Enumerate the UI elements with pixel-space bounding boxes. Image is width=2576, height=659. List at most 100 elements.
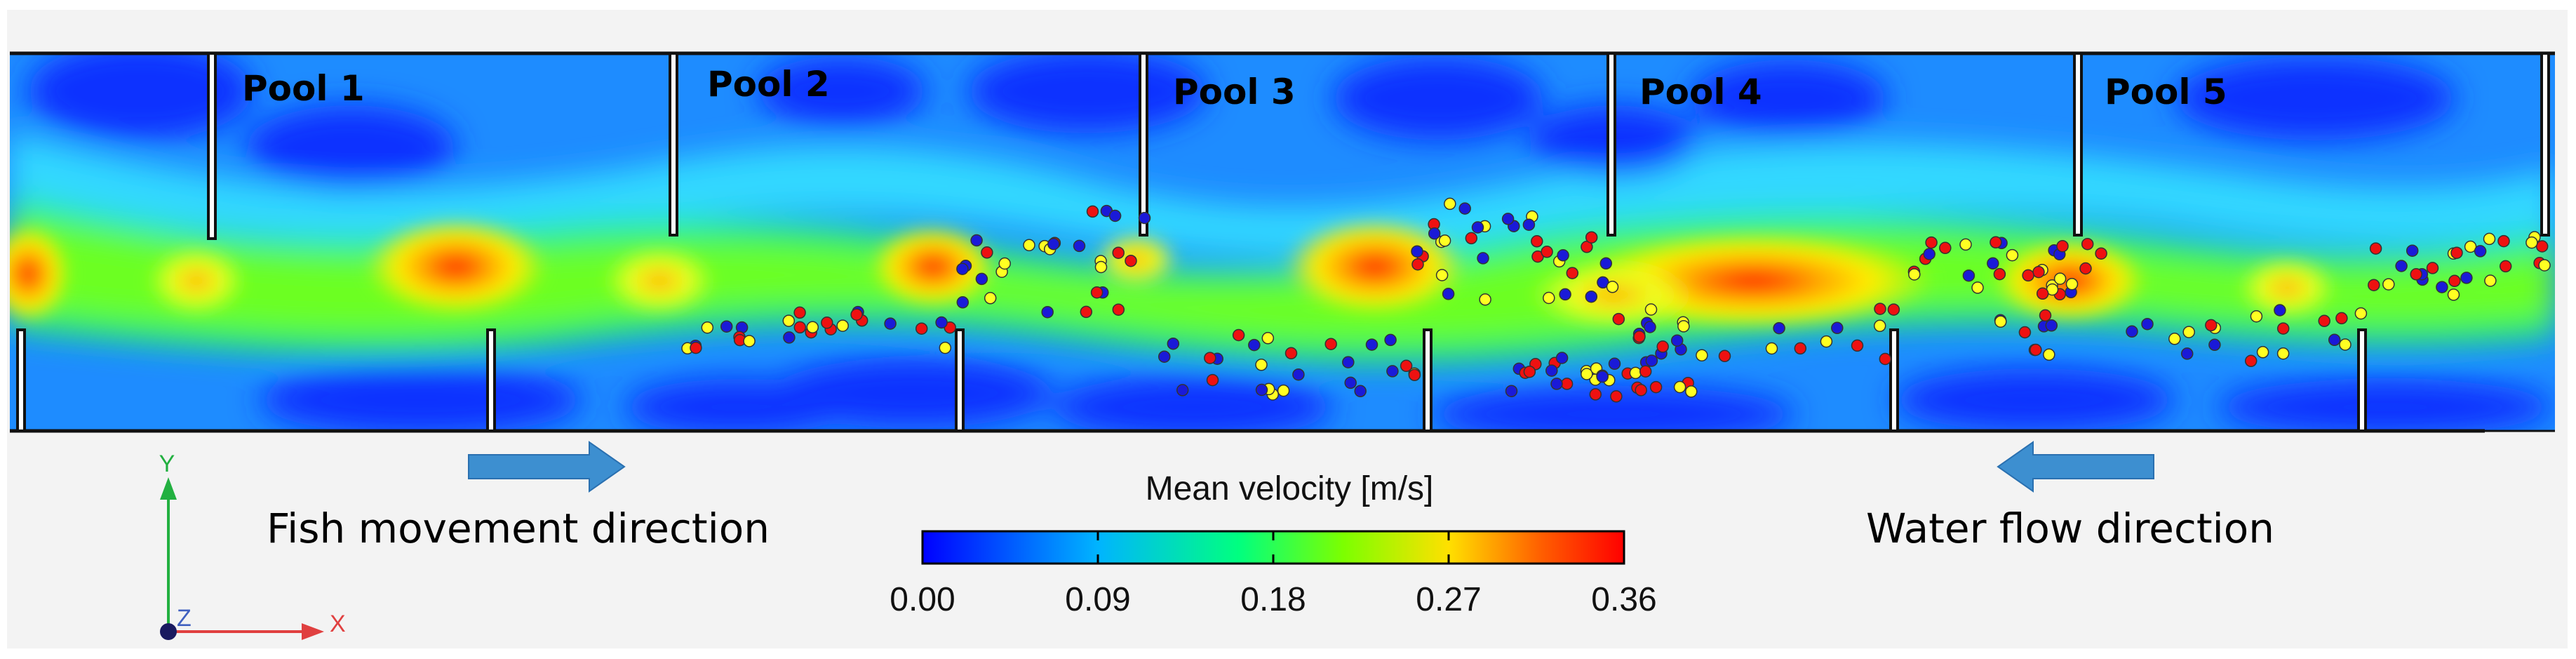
fish-marker [2045, 319, 2058, 332]
fish-marker [1344, 376, 1357, 390]
pool-5-label: Pool 5 [2105, 72, 2227, 112]
fish-marker [2339, 338, 2352, 351]
fish-marker [1292, 368, 1305, 381]
bottom-baffle [1423, 328, 1433, 432]
pool-2-label: Pool 2 [707, 64, 830, 105]
fish-marker [1435, 269, 1449, 281]
fish-marker [782, 314, 796, 327]
fish-marker [1261, 332, 1275, 345]
fish-marker [1794, 342, 1807, 355]
fish-marker [1939, 241, 1952, 255]
colorbar-tick-label: 0.18 [1240, 581, 1306, 618]
fish-marker [2525, 236, 2538, 249]
fish-marker [2168, 333, 2181, 345]
fish-marker [1550, 378, 1563, 390]
fish-marker [2328, 333, 2341, 347]
fish-marker [1629, 366, 1642, 380]
velocity-field [10, 53, 2555, 432]
fish-marker [1635, 384, 1647, 397]
top-baffle [1139, 52, 1148, 237]
fish-marker [2368, 279, 2380, 291]
fish-marker [1879, 352, 1892, 366]
fish-marker [1444, 197, 1456, 211]
fish-marker [1887, 303, 1900, 316]
fish-marker [1696, 349, 1708, 362]
fish-marker [1610, 390, 1623, 403]
fish-marker [701, 321, 714, 334]
fish-marker [1874, 302, 1886, 315]
fish-marker [1023, 239, 1035, 252]
fish-marker [2460, 272, 2473, 284]
x-axis-label: X [330, 611, 346, 637]
bottom-baffle [955, 328, 965, 432]
top-baffle [2540, 52, 2550, 237]
fish-marker [2036, 287, 2049, 300]
fish-marker [1125, 254, 1137, 267]
y-axis-arrowhead [160, 477, 177, 500]
fish-marker [1523, 365, 1536, 378]
fish-marker [1589, 388, 1602, 401]
fish-marker [2180, 347, 2194, 360]
fish-marker [1971, 281, 1984, 294]
fish-marker [1386, 365, 1399, 378]
fish-marker [2043, 348, 2055, 361]
fish-marker [2141, 317, 2154, 331]
fish-marker [1990, 236, 2002, 249]
fish-marker [1656, 340, 1669, 353]
fish-marker [2535, 240, 2549, 253]
fish-marker [1206, 373, 1219, 387]
fish-marker [1354, 385, 1367, 398]
fish-marker [1670, 334, 1684, 347]
fish-marker [2056, 239, 2069, 253]
fish-marker [975, 272, 988, 286]
fish-marker [2065, 277, 2079, 291]
fish-marker [1531, 235, 1543, 248]
fish-marker [1411, 245, 1423, 258]
fish-marker [1773, 321, 1785, 335]
fish-marker [1585, 290, 1598, 303]
fish-marker [1560, 378, 1574, 390]
fish-marker [806, 321, 819, 334]
fish-marker [2410, 268, 2422, 281]
fish-marker [720, 320, 733, 333]
pool-4-label: Pool 4 [1639, 72, 1762, 112]
fish-marker [1138, 211, 1151, 225]
fish-marker [1820, 335, 1833, 348]
fish-marker [2499, 260, 2512, 273]
fish-marker [2030, 343, 2042, 357]
fish-marker [1232, 328, 1245, 342]
fish-marker [1342, 356, 1355, 368]
fish-marker [2382, 278, 2395, 291]
fish-marker [2447, 288, 2460, 301]
z-axis-label: Z [177, 605, 192, 632]
fish-marker [1677, 320, 1690, 333]
fish-marker [1505, 385, 1518, 397]
fish-marker [2436, 281, 2448, 293]
fish-marker [2318, 314, 2330, 328]
fish-marker [998, 257, 1011, 270]
fish-marker [1962, 269, 1975, 282]
fish-marker [1112, 303, 1125, 316]
fish-marker [1176, 384, 1189, 397]
fish-marker [1581, 368, 1593, 380]
fishway-walls [10, 51, 2555, 433]
fish-marker [2205, 319, 2218, 332]
fish-marker [793, 306, 806, 319]
fish-marker [1685, 385, 1698, 398]
fish-marker [793, 321, 807, 334]
fish-marker [1959, 238, 1972, 251]
fish-marker [2182, 326, 2195, 338]
fish-marker [1167, 337, 1180, 350]
fish-marker [1993, 267, 2006, 281]
fish-marker [821, 317, 833, 329]
fish-marker [1596, 370, 1609, 383]
fish-marker [1277, 384, 1290, 397]
fish-marker [1644, 303, 1658, 316]
baffles [16, 52, 2550, 432]
top-baffle [2073, 52, 2083, 237]
pool-3-label: Pool 3 [1173, 72, 1296, 112]
fish-marker [1599, 257, 1613, 270]
fish-marker [956, 296, 970, 309]
fish-marker [939, 341, 952, 354]
